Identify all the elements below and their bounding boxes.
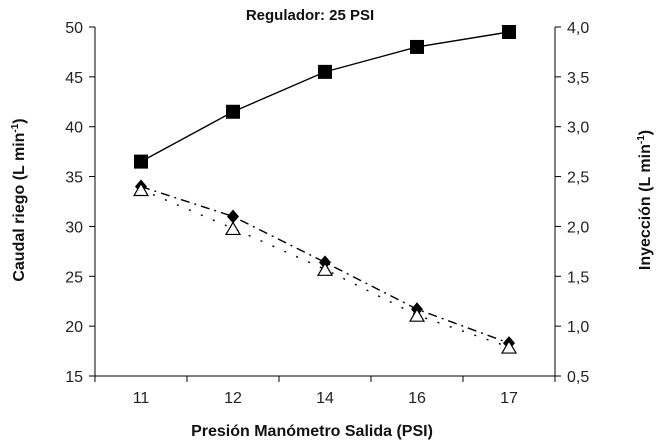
y-axis-left-label: Caudal riego (L min-1) xyxy=(10,118,28,281)
triangle-marker xyxy=(500,339,518,354)
y-left-tick-label: 30 xyxy=(65,219,83,236)
diamond-marker xyxy=(227,209,239,224)
square-marker xyxy=(134,154,148,169)
y-right-tick-label: 3,0 xyxy=(567,120,589,137)
triangle-marker xyxy=(408,307,426,322)
y-right-tick-label: 1,5 xyxy=(567,269,589,286)
square-marker xyxy=(410,39,424,54)
y-right-tick-label: 0,5 xyxy=(567,369,589,386)
x-tick-label: 11 xyxy=(133,390,150,407)
y-right-tick-label: 3,5 xyxy=(567,70,589,87)
series-3 xyxy=(132,182,518,354)
y-axis-right-label: Inyección (L min-1) xyxy=(636,130,654,270)
x-axis-label: Presión Manómetro Salida (PSI) xyxy=(191,423,433,440)
y-left-tick-label: 45 xyxy=(65,70,83,87)
triangle-marker xyxy=(316,262,334,276)
y-left-tick-label: 20 xyxy=(65,319,83,336)
series-2-line xyxy=(140,185,510,344)
triangle-marker xyxy=(224,221,242,236)
y-right-tick-label: 4,0 xyxy=(567,20,589,37)
chart-title: Regulador: 25 PSI xyxy=(246,7,374,24)
series-layer xyxy=(132,24,518,354)
y-left-tick-label: 25 xyxy=(65,269,83,286)
triangle-marker xyxy=(132,182,150,197)
y-left-tick-label: 15 xyxy=(65,369,83,386)
x-tick-label: 14 xyxy=(316,390,334,407)
axes: 15 20 25 30 35 40 45 50 0,5 1,0 1,5 2,0 2,5 3,0 3,5 4,0… xyxy=(65,20,589,407)
y-left-tick-label: 40 xyxy=(65,120,83,137)
y-left-tick-label: 35 xyxy=(65,170,83,187)
series-1-line xyxy=(140,31,510,163)
y-right-tick-label: 1,0 xyxy=(567,319,589,336)
x-tick-label: 17 xyxy=(500,390,518,407)
square-marker xyxy=(502,24,516,39)
x-tick-label: 16 xyxy=(408,390,426,407)
square-marker xyxy=(226,104,240,119)
square-marker xyxy=(318,64,332,79)
x-tick-label: 12 xyxy=(224,390,242,407)
series-1 xyxy=(134,24,516,169)
series-3-line xyxy=(140,188,510,348)
y-right-tick-label: 2,0 xyxy=(567,219,589,236)
y-left-tick-label: 50 xyxy=(65,20,83,37)
y-right-tick-label: 2,5 xyxy=(567,170,589,187)
